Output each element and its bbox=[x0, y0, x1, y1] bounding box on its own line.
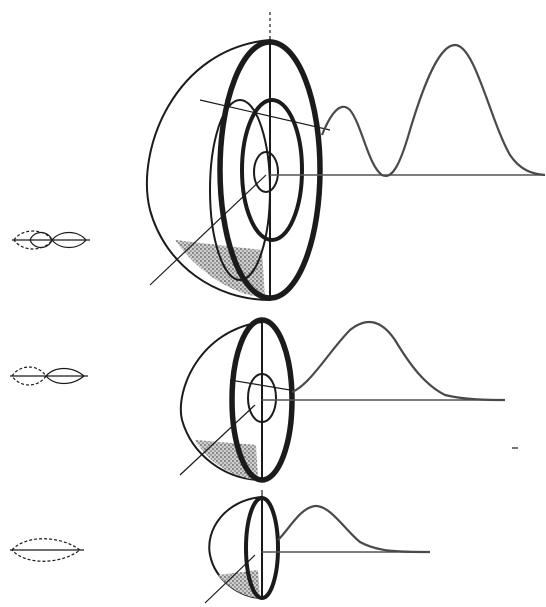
row-bottom bbox=[10, 490, 431, 604]
radial-distribution-curve-bottom bbox=[262, 504, 431, 554]
single-lobe-orbital-icon bbox=[10, 538, 84, 562]
radial-distribution-curve-top bbox=[270, 43, 546, 178]
single-shell-sphere bbox=[204, 490, 280, 604]
row-middle bbox=[10, 317, 506, 483]
three-lobe-orbital-icon bbox=[12, 230, 90, 250]
three-shell-sphere bbox=[145, 12, 331, 302]
radial-distribution-curve-middle bbox=[262, 320, 506, 402]
two-lobe-orbital-icon bbox=[10, 366, 88, 386]
row-top bbox=[12, 12, 546, 302]
